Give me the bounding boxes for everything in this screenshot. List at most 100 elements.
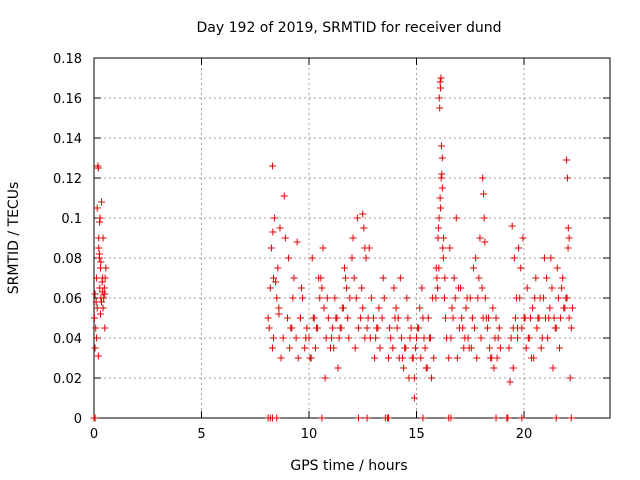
data-point bbox=[433, 274, 441, 282]
x-tick-label: 0 bbox=[90, 427, 98, 442]
data-point bbox=[449, 314, 457, 322]
data-point bbox=[376, 344, 384, 352]
data-point bbox=[270, 274, 278, 282]
data-point bbox=[439, 254, 447, 262]
data-point bbox=[281, 234, 289, 242]
data-point bbox=[100, 294, 108, 302]
data-point bbox=[547, 254, 555, 262]
data-point bbox=[446, 244, 454, 252]
data-point bbox=[489, 304, 497, 312]
data-point bbox=[93, 304, 101, 312]
data-point bbox=[445, 354, 453, 362]
data-point bbox=[563, 174, 571, 182]
data-point bbox=[530, 354, 538, 362]
data-point bbox=[289, 294, 297, 302]
data-point bbox=[453, 354, 461, 362]
y-tick-label: 0.14 bbox=[53, 132, 82, 147]
data-point bbox=[305, 334, 313, 342]
data-point bbox=[95, 254, 103, 262]
data-point bbox=[563, 156, 571, 164]
data-point bbox=[323, 294, 331, 302]
data-point bbox=[344, 314, 352, 322]
data-point bbox=[349, 234, 357, 242]
data-point bbox=[311, 344, 319, 352]
data-point bbox=[390, 284, 398, 292]
data-point bbox=[540, 254, 548, 262]
data-point bbox=[515, 244, 523, 252]
data-point bbox=[386, 324, 394, 332]
data-point bbox=[523, 284, 531, 292]
data-point bbox=[461, 334, 469, 342]
data-point bbox=[495, 324, 503, 332]
data-point bbox=[458, 314, 466, 322]
data-point bbox=[268, 344, 276, 352]
data-point bbox=[342, 274, 350, 282]
data-point bbox=[565, 314, 573, 322]
data-point bbox=[93, 204, 101, 212]
data-point bbox=[396, 274, 404, 282]
data-point bbox=[385, 354, 393, 362]
data-point bbox=[424, 314, 432, 322]
data-point bbox=[379, 274, 387, 282]
data-point bbox=[549, 364, 557, 372]
data-point bbox=[358, 284, 366, 292]
data-point bbox=[270, 334, 278, 342]
data-point bbox=[294, 354, 302, 362]
data-point bbox=[354, 324, 362, 332]
data-point bbox=[447, 414, 455, 422]
data-point bbox=[504, 414, 512, 422]
data-point bbox=[439, 244, 447, 252]
data-point bbox=[452, 214, 460, 222]
data-point bbox=[316, 294, 324, 302]
data-point bbox=[92, 324, 100, 332]
data-point bbox=[442, 314, 450, 322]
data-point bbox=[385, 414, 393, 422]
data-point bbox=[397, 334, 405, 342]
data-point bbox=[422, 364, 430, 372]
data-point bbox=[462, 304, 470, 312]
data-point bbox=[548, 284, 556, 292]
data-point bbox=[286, 344, 294, 352]
data-point bbox=[434, 284, 442, 292]
data-point bbox=[533, 324, 541, 332]
data-point bbox=[546, 304, 554, 312]
data-point bbox=[434, 224, 442, 232]
data-point bbox=[492, 414, 500, 422]
data-point bbox=[486, 344, 494, 352]
data-point bbox=[493, 354, 501, 362]
data-point bbox=[437, 204, 445, 212]
data-point bbox=[552, 414, 560, 422]
data-point bbox=[471, 324, 479, 332]
data-point bbox=[538, 334, 546, 342]
data-point bbox=[310, 314, 318, 322]
data-point bbox=[553, 264, 561, 272]
data-point bbox=[324, 314, 332, 322]
data-point bbox=[340, 264, 348, 272]
data-point bbox=[514, 334, 522, 342]
data-point bbox=[272, 278, 280, 286]
data-point bbox=[91, 414, 99, 422]
data-point bbox=[483, 324, 491, 332]
data-point bbox=[296, 314, 304, 322]
data-point bbox=[404, 314, 412, 322]
data-point bbox=[496, 344, 504, 352]
data-point bbox=[308, 254, 316, 262]
data-point bbox=[393, 324, 401, 332]
data-point bbox=[367, 294, 375, 302]
data-point bbox=[436, 194, 444, 202]
data-point bbox=[276, 224, 284, 232]
data-point bbox=[479, 174, 487, 182]
data-point bbox=[436, 104, 444, 112]
data-point bbox=[279, 334, 287, 342]
data-point bbox=[297, 284, 305, 292]
data-point bbox=[426, 334, 434, 342]
data-point bbox=[90, 314, 98, 322]
data-point bbox=[473, 354, 481, 362]
data-point bbox=[264, 314, 272, 322]
data-point bbox=[353, 214, 361, 222]
data-point bbox=[380, 294, 388, 302]
data-point bbox=[94, 164, 102, 172]
data-point bbox=[417, 354, 425, 362]
data-point bbox=[525, 334, 533, 342]
data-point bbox=[285, 254, 293, 262]
